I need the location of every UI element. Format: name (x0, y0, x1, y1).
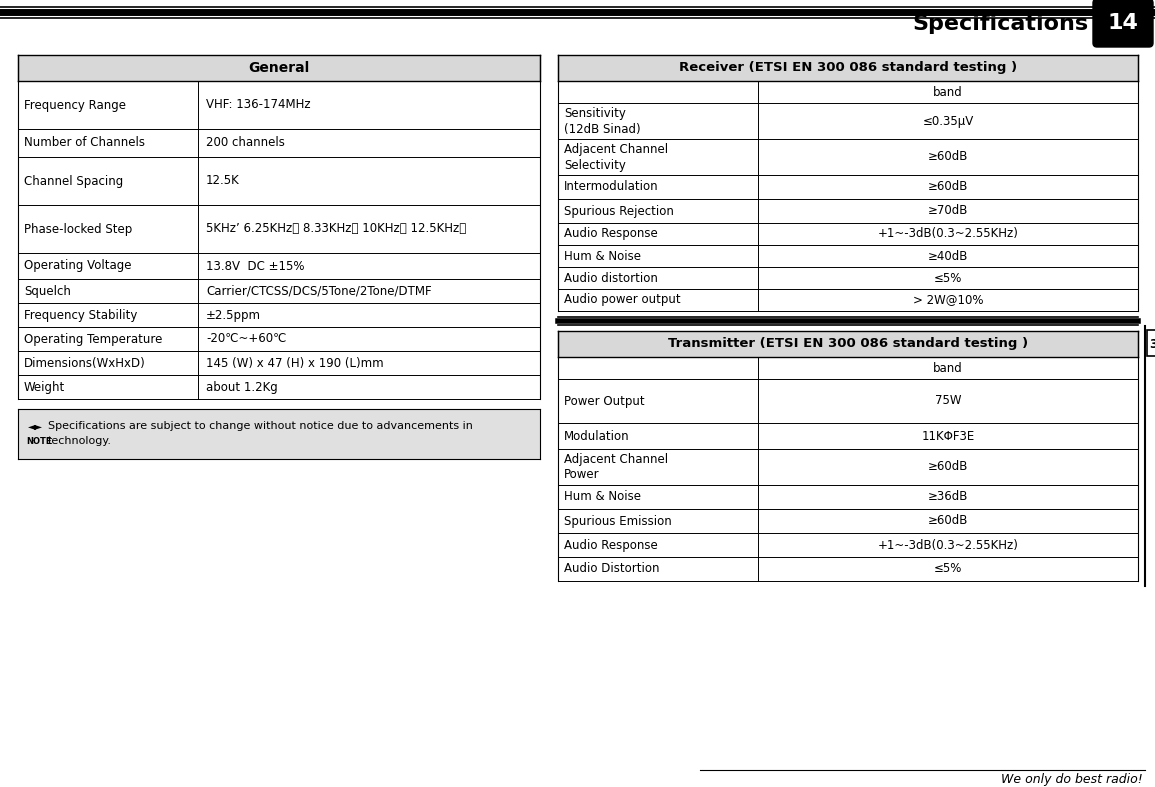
Text: Operating Voltage: Operating Voltage (24, 260, 132, 272)
Text: Audio Distortion: Audio Distortion (564, 563, 660, 575)
Text: Specifications are subject to change without notice due to advancements in: Specifications are subject to change wit… (49, 421, 472, 431)
Text: Hum & Noise: Hum & Noise (564, 249, 641, 263)
Text: Audio power output: Audio power output (564, 294, 680, 306)
Text: 12.5K: 12.5K (206, 175, 240, 187)
Text: Power Output: Power Output (564, 394, 644, 408)
Bar (558, 55, 1138, 81)
Text: Spurious Emission: Spurious Emission (564, 515, 672, 527)
Text: 5KHz’ 6.25KHz， 8.33KHz， 10KHz， 12.5KHz，: 5KHz’ 6.25KHz， 8.33KHz， 10KHz， 12.5KHz， (206, 223, 467, 235)
Bar (18, 55, 541, 81)
Text: NOTE: NOTE (27, 437, 52, 445)
Text: Number of Channels: Number of Channels (24, 136, 146, 150)
Text: > 2W@10%: > 2W@10% (912, 294, 983, 306)
Text: Adjacent Channel
Selectivity: Adjacent Channel Selectivity (564, 142, 668, 172)
Bar (558, 331, 1138, 357)
Text: Audio Response: Audio Response (564, 538, 657, 552)
Text: Modulation: Modulation (564, 430, 629, 442)
Text: 200 channels: 200 channels (206, 136, 285, 150)
Text: ≥60dB: ≥60dB (927, 150, 968, 164)
Text: +1~-3dB(0.3~2.55KHz): +1~-3dB(0.3~2.55KHz) (878, 538, 1019, 552)
Text: ≤5%: ≤5% (933, 563, 962, 575)
Text: Adjacent Channel
Power: Adjacent Channel Power (564, 453, 668, 482)
Text: Transmitter (ETSI EN 300 086 standard testing ): Transmitter (ETSI EN 300 086 standard te… (668, 338, 1028, 350)
Text: Audio Response: Audio Response (564, 227, 657, 241)
Text: technology.: technology. (49, 436, 112, 446)
Text: band: band (933, 361, 963, 375)
Text: about 1.2Kg: about 1.2Kg (206, 380, 277, 394)
Text: ±2.5ppm: ±2.5ppm (206, 309, 261, 322)
Text: 14: 14 (1108, 13, 1139, 33)
Text: Dimensions(WxHxD): Dimensions(WxHxD) (24, 357, 146, 370)
Text: ≥60dB: ≥60dB (927, 515, 968, 527)
Text: 35: 35 (1149, 338, 1155, 350)
Text: 75W: 75W (934, 394, 961, 408)
Bar (18, 409, 541, 459)
Text: Specifications: Specifications (912, 14, 1088, 34)
Text: Sensitivity
(12dB Sinad): Sensitivity (12dB Sinad) (564, 106, 641, 135)
Text: 13.8V  DC ±15%: 13.8V DC ±15% (206, 260, 305, 272)
Text: ≥70dB: ≥70dB (927, 205, 968, 217)
Text: We only do best radio!: We only do best radio! (1001, 774, 1143, 786)
FancyBboxPatch shape (1093, 0, 1153, 47)
Text: VHF: 136-174MHz: VHF: 136-174MHz (206, 98, 311, 112)
Text: Frequency Stability: Frequency Stability (24, 309, 137, 322)
Text: Carrier/CTCSS/DCS/5Tone/2Tone/DTMF: Carrier/CTCSS/DCS/5Tone/2Tone/DTMF (206, 284, 432, 297)
Text: ≥60dB: ≥60dB (927, 460, 968, 474)
Bar (1147, 330, 1155, 356)
Text: Channel Spacing: Channel Spacing (24, 175, 124, 187)
Text: 11KΦF3E: 11KΦF3E (922, 430, 975, 442)
Text: -20℃~+60℃: -20℃~+60℃ (206, 332, 286, 345)
Text: Receiver (ETSI EN 300 086 standard testing ): Receiver (ETSI EN 300 086 standard testi… (679, 61, 1018, 75)
Text: Frequency Range: Frequency Range (24, 98, 126, 112)
Text: ≤5%: ≤5% (933, 272, 962, 284)
Text: Phase-locked Step: Phase-locked Step (24, 223, 133, 235)
Text: ◄►: ◄► (28, 421, 43, 431)
Text: ≥36dB: ≥36dB (927, 490, 968, 504)
Text: ≥60dB: ≥60dB (927, 180, 968, 194)
Text: +1~-3dB(0.3~2.55KHz): +1~-3dB(0.3~2.55KHz) (878, 227, 1019, 241)
Text: Spurious Rejection: Spurious Rejection (564, 205, 673, 217)
Text: General: General (248, 61, 310, 75)
Text: Hum & Noise: Hum & Noise (564, 490, 641, 504)
Text: Weight: Weight (24, 380, 65, 394)
Text: Audio distortion: Audio distortion (564, 272, 658, 284)
Text: Squelch: Squelch (24, 284, 70, 297)
Text: band: band (933, 86, 963, 98)
Text: ≥40dB: ≥40dB (927, 249, 968, 263)
Text: ≤0.35μV: ≤0.35μV (923, 114, 974, 127)
Text: Intermodulation: Intermodulation (564, 180, 658, 194)
Text: 145 (W) x 47 (H) x 190 (L)mm: 145 (W) x 47 (H) x 190 (L)mm (206, 357, 383, 370)
Text: Operating Temperature: Operating Temperature (24, 332, 163, 345)
